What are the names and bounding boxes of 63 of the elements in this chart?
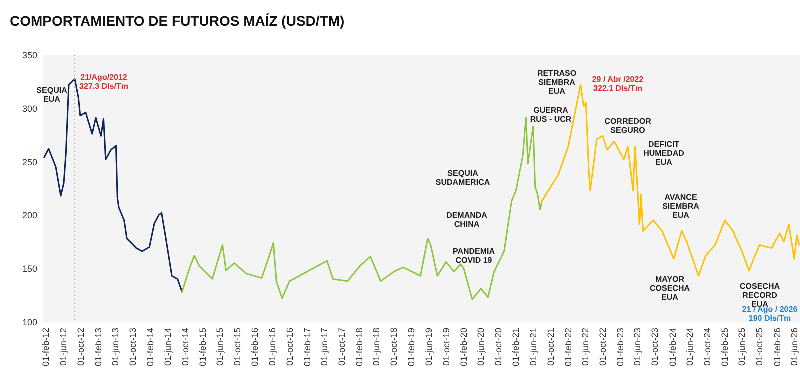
x-tick-label: 01-feb-18: [354, 328, 365, 367]
x-tick-label: 01-feb-19: [406, 328, 417, 367]
x-tick-label: 01-jun-15: [214, 328, 225, 366]
annotation: MAYOR COSECHA EUA: [650, 275, 690, 302]
x-tick-label: 01-jun-22: [580, 328, 591, 366]
x-tick-label: 01-feb-26: [772, 328, 782, 367]
y-tick-label: 200: [22, 210, 38, 221]
x-tick-label: 01-oct-22: [598, 328, 608, 366]
y-tick-label: 250: [22, 157, 38, 168]
annotation: CORREDOR SEGURO: [604, 117, 652, 135]
x-tick-label: 01-jun-21: [528, 328, 538, 366]
x-tick-label: 01-oct-19: [441, 328, 452, 366]
x-tick-label: 01-jun-24: [685, 328, 696, 366]
y-tick-label: 300: [22, 104, 38, 114]
chart-title: COMPORTAMIENTO DE FUTUROS MAÍZ (USD/TM): [10, 13, 345, 29]
x-tick-label: 01-feb-22: [563, 328, 574, 367]
x-tick-label: 01-jun-16: [267, 328, 278, 366]
annotation: 29 / Abr /2022 322.1 Dls/Tm: [592, 75, 644, 93]
x-tick-label: 01-oct-16: [284, 328, 295, 366]
x-tick-label: 01-jun-25: [737, 328, 748, 366]
x-tick-label: 01-feb-21: [511, 328, 522, 367]
x-tick-label: 01-feb-24: [668, 328, 678, 367]
x-tick-label: 01-feb-17: [302, 328, 312, 367]
x-tick-label: 01-feb-14: [146, 328, 156, 367]
annotation: 21/Ago/2012 327.3 Dls/Tm: [80, 73, 128, 91]
x-tick-label: 01-feb-20: [458, 328, 469, 367]
annotation: PANDEMIA COVID 19: [452, 247, 496, 265]
y-tick-label: 350: [22, 50, 38, 60]
x-tick-label: 01-jun-26: [789, 328, 800, 366]
x-tick-label: 01-jun-18: [372, 328, 382, 366]
x-tick-label: 01-feb-12: [41, 328, 52, 367]
x-tick-label: 01-oct-18: [389, 328, 400, 366]
x-tick-label: 01-oct-24: [702, 328, 712, 366]
annotation: DEFICIT HUMEDAD EUA: [644, 140, 685, 167]
x-tick-label: 01-jun-23: [632, 328, 643, 366]
x-tick-label: 01-oct-12: [76, 328, 86, 366]
x-tick-label: 01-jun-14: [162, 328, 173, 366]
annotation: DEMANDA CHINA: [446, 211, 488, 229]
x-tick-label: 01-jun-12: [58, 328, 68, 366]
x-tick-label: 01-oct-25: [754, 328, 765, 366]
x-tick-label: 01-oct-15: [232, 328, 242, 366]
annotation: SEQUIA SUDAMERICA: [436, 169, 490, 187]
x-tick-label: 01-feb-23: [616, 328, 626, 367]
annotation: AVANCE SIEMBRA EUA: [662, 193, 700, 220]
x-tick-label: 01-oct-13: [128, 328, 138, 366]
x-tick-label: 01-oct-17: [336, 328, 347, 366]
y-tick-label: 150: [22, 264, 38, 274]
annotation: GUERRA RUS - UCR: [530, 106, 572, 124]
y-tick-label: 100: [22, 318, 38, 328]
annotation: SEQUIA EUA: [36, 86, 68, 104]
annotation: RETRASO SIEMBRA EUA: [537, 69, 577, 96]
x-tick-label: 01-jun-20: [476, 328, 486, 366]
x-tick-label: 01-jun-17: [320, 328, 330, 366]
x-tick-label: 01-oct-21: [546, 328, 556, 366]
x-tick-label: 01-oct-14: [180, 328, 190, 366]
x-tick-label: 01-jun-19: [424, 328, 434, 366]
x-tick-label: 01-oct-20: [494, 328, 504, 366]
x-tick-label: 01-jun-13: [110, 328, 121, 366]
x-tick-label: 01-feb-13: [93, 328, 104, 367]
x-tick-label: 01-feb-25: [720, 328, 730, 367]
x-tick-label: 01-oct-23: [650, 328, 660, 366]
x-tick-label: 01-feb-15: [198, 328, 208, 367]
x-tick-label: 01-feb-16: [250, 328, 260, 367]
